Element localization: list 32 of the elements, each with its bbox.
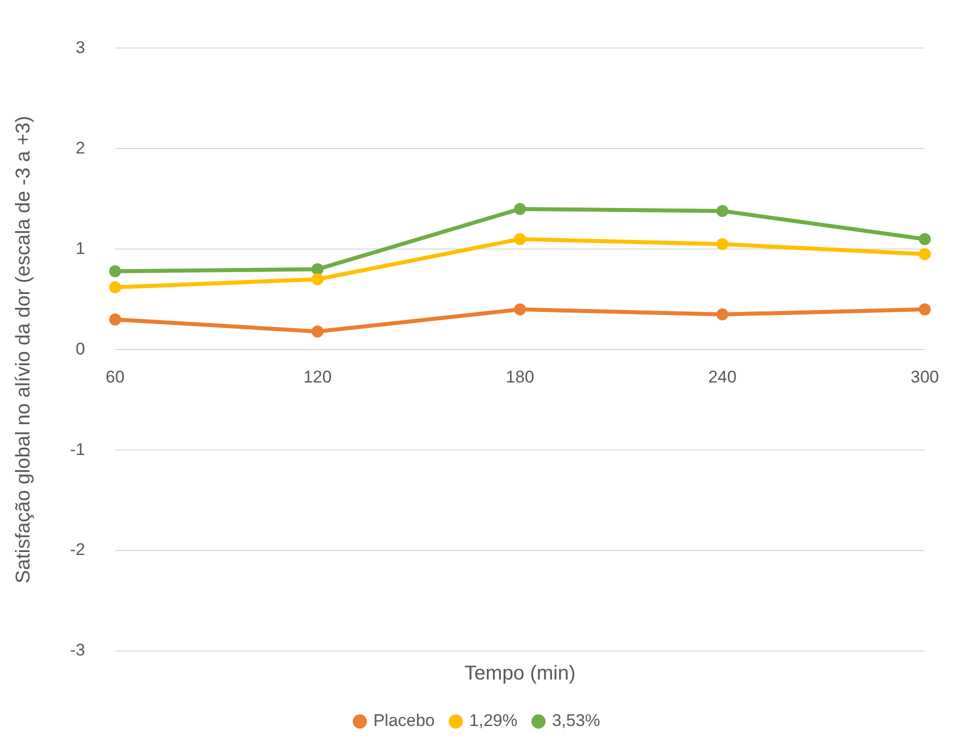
- y-tick-label: 3: [76, 38, 86, 57]
- point: [312, 326, 324, 338]
- point: [514, 202, 526, 215]
- x-tick-label: 120: [303, 367, 332, 386]
- point: [918, 248, 931, 260]
- point: [918, 233, 931, 246]
- point: [716, 204, 728, 217]
- x-tick-label: 60: [106, 367, 125, 386]
- point: [514, 233, 526, 246]
- y-tick-label: 2: [76, 138, 86, 158]
- point: [514, 303, 526, 316]
- x-tick-label: 180: [506, 367, 534, 386]
- point: [312, 273, 324, 286]
- y-tick-label: 0: [76, 339, 86, 358]
- y-tick-label: -3: [70, 640, 86, 660]
- point: [109, 265, 122, 278]
- point: [312, 263, 324, 276]
- legend-label: Placebo: [373, 711, 435, 730]
- x-tick-label: 300: [910, 367, 940, 386]
- x-axis-title: Tempo (min): [464, 662, 576, 685]
- y-axis-title: Satisfação global no alívio da dor (escala de -3 a +3): [12, 116, 35, 584]
- point: [716, 308, 728, 320]
- y-tick-label: 1: [76, 238, 86, 258]
- legend-label: 3,53%: [552, 711, 600, 730]
- point: [918, 303, 931, 316]
- point: [716, 238, 728, 250]
- y-tick-label: -2: [70, 540, 86, 560]
- y-tick-label: -1: [70, 440, 86, 459]
- x-tick-label: 240: [708, 367, 737, 386]
- point: [109, 313, 122, 326]
- point: [109, 281, 122, 294]
- legend-label: 1,29%: [469, 711, 518, 730]
